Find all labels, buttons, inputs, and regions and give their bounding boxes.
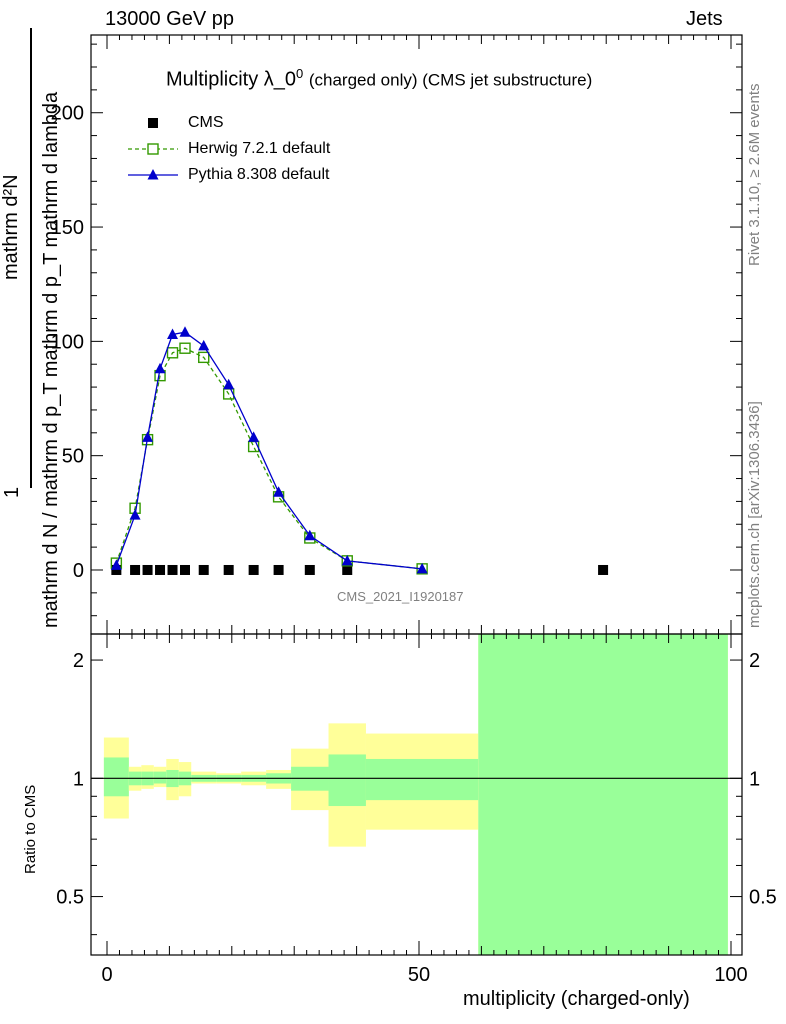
- ratio-stat-band-13: [478, 634, 728, 955]
- main-ytick-label: 50: [62, 446, 84, 468]
- legend-label-cms: CMS: [188, 114, 224, 131]
- main-ytick-label: 200: [51, 103, 84, 125]
- main-ylabel: mathrm d²N mathrm d N / mathrm d p_T mat…: [0, 28, 100, 628]
- ratio-ytick-label-right: 2: [749, 650, 760, 672]
- cms-point: [273, 564, 284, 575]
- ratio-stat-band-11: [328, 754, 366, 807]
- pythia-point: [142, 431, 154, 442]
- x-axis-label: multiplicity (charged-only): [463, 988, 690, 1010]
- cms-point: [198, 564, 209, 575]
- pythia-point: [273, 486, 285, 497]
- main-ytick-label: 0: [73, 560, 84, 582]
- x-tick-label: 0: [101, 964, 112, 986]
- legend-marks: [128, 118, 178, 180]
- pythia-point: [198, 339, 210, 351]
- pythia-point: [129, 509, 141, 520]
- axis-ticks: 0 50 100 150 200 0 50 100 0.5 0.5 1 1 2 2: [51, 35, 777, 986]
- pythia-point: [223, 378, 235, 390]
- pythia-point: [167, 328, 179, 339]
- pythia-point: [179, 326, 191, 337]
- ratio-bands: [103, 634, 728, 955]
- x-tick-label: 50: [408, 964, 430, 986]
- cms-point: [155, 564, 166, 575]
- x-tick-label: 100: [714, 964, 747, 986]
- legend-mark-herwig: [147, 143, 159, 155]
- title-main: Multiplicity λ_0: [166, 68, 297, 91]
- analysis-watermark: CMS_2021_I1920187: [337, 589, 464, 604]
- ratio-panel-frame: [90, 633, 743, 956]
- ratio-ytick-label-right: 0.5: [749, 887, 777, 909]
- ratio-stat-band-0: [103, 757, 129, 797]
- herwig-point: [166, 347, 179, 359]
- ratio-ytick-label-left: 2: [73, 650, 84, 672]
- ylabel-denominator: mathrm d N / mathrm d p_T mathrm d p_T m…: [40, 91, 62, 628]
- pythia-point: [416, 562, 428, 574]
- ratio-ytick-label-right: 1: [749, 768, 760, 790]
- title-superscript: 0: [296, 66, 304, 81]
- pythia-point: [110, 559, 122, 570]
- cms-point: [304, 564, 315, 575]
- pythia-point: [304, 529, 316, 541]
- pythia-point: [248, 431, 260, 442]
- legend-mark-cms: [148, 118, 158, 128]
- pythia-point: [154, 362, 166, 374]
- ratio-stat-band-12: [365, 758, 479, 801]
- cms-point: [598, 564, 609, 575]
- plot-frames: [90, 34, 743, 956]
- cms-point: [130, 564, 141, 575]
- ylabel-fraction-bar: [30, 28, 32, 488]
- cms-point: [142, 564, 153, 575]
- ylabel-prefix: 1: [1, 486, 23, 498]
- cms-point: [167, 564, 178, 575]
- pythia-point: [341, 554, 353, 566]
- rivet-version-label: Rivet 3.1.10, ≥ 2.6M events: [746, 83, 763, 267]
- cms-point: [180, 564, 190, 575]
- main-ytick-label: 100: [51, 331, 84, 353]
- main-series: [110, 326, 609, 575]
- legend-mark-pythia: [147, 169, 159, 180]
- title-subtitle: (charged only) (CMS jet substructure): [308, 70, 593, 90]
- cms-point: [248, 564, 259, 575]
- cms-point: [111, 564, 122, 575]
- ratio-stat-band-3: [153, 771, 167, 784]
- header-energy: 13000 GeV pp: [105, 8, 234, 30]
- header-process: Jets: [686, 8, 723, 30]
- cms-point: [342, 564, 353, 575]
- main-title: Multiplicity λ_00 (charged only) (CMS je…: [166, 66, 592, 92]
- cms-point: [223, 564, 234, 575]
- ratio-ytick-label-left: 0.5: [56, 887, 84, 909]
- herwig-point: [179, 342, 191, 354]
- legend-label-herwig: Herwig 7.2.1 default: [188, 140, 331, 157]
- mcplots-label: mcplots.cern.ch [arXiv:1306.3436]: [746, 401, 763, 628]
- main-ytick-label: 150: [51, 217, 84, 239]
- ratio-ytick-label-left: 1: [73, 768, 84, 790]
- ratio-ylabel: Ratio to CMS: [22, 784, 39, 874]
- ylabel-numerator: mathrm d²N: [0, 174, 22, 280]
- legend-label-pythia: Pythia 8.308 default: [188, 166, 330, 183]
- herwig-point: [198, 351, 210, 364]
